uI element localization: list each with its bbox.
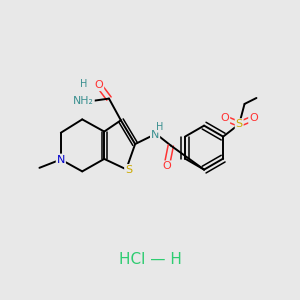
Text: N: N xyxy=(151,130,159,140)
Text: N: N xyxy=(57,154,65,164)
Text: S: S xyxy=(236,119,243,129)
Text: S: S xyxy=(125,165,132,175)
Text: H: H xyxy=(156,122,164,132)
Text: O: O xyxy=(249,113,258,123)
Text: O: O xyxy=(220,113,229,123)
Text: H: H xyxy=(80,79,87,89)
Text: O: O xyxy=(163,161,172,171)
Text: HCl — H: HCl — H xyxy=(118,253,182,268)
Text: O: O xyxy=(94,80,103,90)
Text: NH₂: NH₂ xyxy=(73,96,94,106)
